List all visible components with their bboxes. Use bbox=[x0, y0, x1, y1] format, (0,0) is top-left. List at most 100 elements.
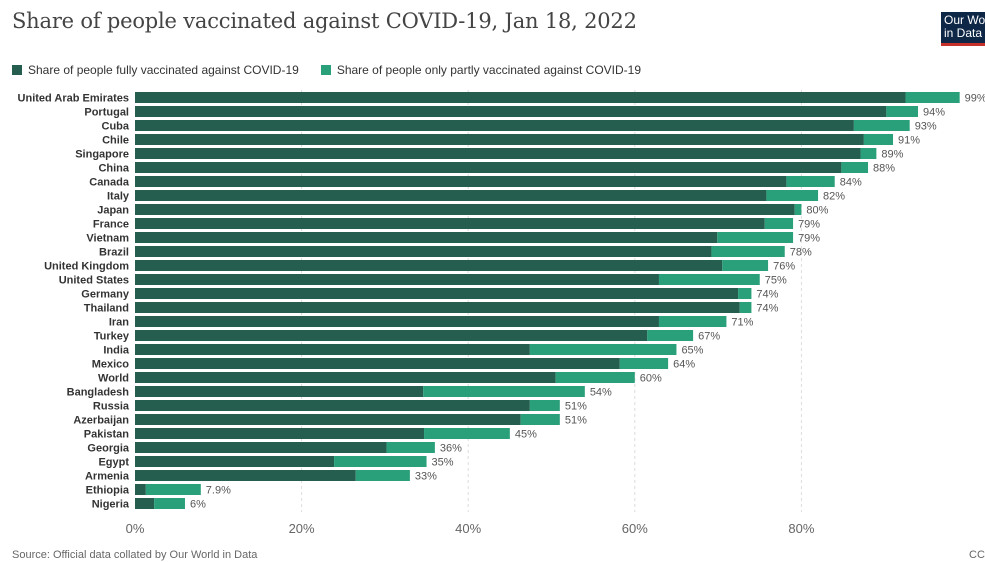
bar-partly-vaccinated bbox=[619, 358, 669, 369]
bar-fully-vaccinated bbox=[135, 218, 765, 229]
bar-partly-vaccinated bbox=[711, 246, 785, 257]
bar-fully-vaccinated bbox=[135, 470, 356, 481]
bar-partly-vaccinated bbox=[841, 162, 869, 173]
source-note[interactable]: Source: Official data collated by Our Wo… bbox=[12, 549, 258, 561]
value-label: 35% bbox=[432, 457, 454, 469]
bar-partly-vaccinated bbox=[334, 456, 427, 467]
legend-label-partly: Share of people only partly vaccinated a… bbox=[336, 63, 641, 77]
bar-partly-vaccinated bbox=[905, 92, 960, 103]
bar-fully-vaccinated bbox=[135, 232, 718, 243]
category-label: Italy bbox=[107, 191, 130, 203]
bar-fully-vaccinated bbox=[135, 162, 842, 173]
value-label: 7.9% bbox=[206, 485, 231, 497]
value-label: 60% bbox=[640, 373, 662, 385]
value-label: 54% bbox=[590, 387, 612, 399]
bar-fully-vaccinated bbox=[135, 442, 387, 453]
legend-label-fully: Share of people fully vaccinated against… bbox=[28, 63, 299, 77]
bar-partly-vaccinated bbox=[658, 274, 760, 285]
bar-fully-vaccinated bbox=[135, 246, 712, 257]
bar-partly-vaccinated bbox=[386, 442, 435, 453]
category-label: United States bbox=[59, 275, 129, 287]
category-label: United Arab Emirates bbox=[18, 93, 129, 105]
bar-partly-vaccinated bbox=[766, 190, 819, 201]
bar-partly-vaccinated bbox=[658, 316, 727, 327]
bar-partly-vaccinated bbox=[145, 484, 201, 495]
value-label: 79% bbox=[798, 233, 820, 245]
bar-partly-vaccinated bbox=[764, 218, 794, 229]
bar-partly-vaccinated bbox=[717, 232, 794, 243]
legend-swatch-partly bbox=[320, 65, 331, 75]
bar-partly-vaccinated bbox=[853, 120, 910, 131]
value-label: 82% bbox=[823, 191, 845, 203]
category-label: Vietnam bbox=[86, 233, 129, 245]
bar-partly-vaccinated bbox=[529, 400, 560, 411]
bar-fully-vaccinated bbox=[135, 288, 739, 299]
bar-fully-vaccinated bbox=[135, 260, 723, 271]
x-tick-label: 40% bbox=[455, 521, 481, 536]
bar-fully-vaccinated bbox=[135, 302, 740, 313]
category-label: Portugal bbox=[84, 107, 129, 119]
legend-item-fully[interactable]: Share of people fully vaccinated against… bbox=[12, 63, 299, 77]
chart-title: Share of people vaccinated against COVID… bbox=[12, 9, 637, 33]
value-label: 99% bbox=[965, 93, 985, 105]
bar-fully-vaccinated bbox=[135, 274, 659, 285]
category-label: China bbox=[98, 163, 129, 175]
x-tick-label: 20% bbox=[289, 521, 315, 536]
category-label: Russia bbox=[93, 401, 130, 413]
value-label: 74% bbox=[756, 303, 778, 315]
value-label: 84% bbox=[840, 177, 862, 189]
value-label: 51% bbox=[565, 401, 587, 413]
category-label: United Kingdom bbox=[44, 261, 129, 273]
value-label: 91% bbox=[898, 135, 920, 147]
category-label: Iran bbox=[109, 317, 129, 329]
owid-logo[interactable]: Our World in Data bbox=[941, 12, 985, 46]
value-label: 94% bbox=[923, 107, 945, 119]
x-tick-label: 60% bbox=[622, 521, 648, 536]
category-label: Chile bbox=[102, 135, 129, 147]
bar-fully-vaccinated bbox=[135, 330, 648, 341]
bar-fully-vaccinated bbox=[135, 484, 146, 495]
category-label: Germany bbox=[81, 289, 130, 301]
bar-partly-vaccinated bbox=[647, 330, 694, 341]
bar-fully-vaccinated bbox=[135, 176, 787, 187]
value-label: 93% bbox=[915, 121, 937, 133]
bar-partly-vaccinated bbox=[739, 302, 752, 313]
legend-item-partly[interactable]: Share of people only partly vaccinated a… bbox=[320, 63, 641, 77]
value-label: 6% bbox=[190, 499, 206, 511]
category-label: Thailand bbox=[84, 303, 129, 315]
bar-fully-vaccinated bbox=[135, 414, 521, 425]
bar-fully-vaccinated bbox=[135, 428, 425, 439]
bar-partly-vaccinated bbox=[860, 148, 877, 159]
value-label: 51% bbox=[565, 415, 587, 427]
category-label: Mexico bbox=[92, 359, 130, 371]
bar-fully-vaccinated bbox=[135, 106, 887, 117]
bar-partly-vaccinated bbox=[154, 498, 185, 509]
bar-fully-vaccinated bbox=[135, 498, 155, 509]
license-note[interactable]: CC BY bbox=[969, 549, 985, 561]
bar-partly-vaccinated bbox=[423, 386, 585, 397]
value-label: 74% bbox=[756, 289, 778, 301]
category-label: Cuba bbox=[102, 121, 130, 133]
category-label: World bbox=[98, 373, 129, 385]
category-label: France bbox=[93, 219, 129, 231]
category-label: Georgia bbox=[87, 443, 129, 455]
category-label: Bangladesh bbox=[67, 387, 130, 399]
bar-partly-vaccinated bbox=[529, 344, 677, 355]
bar-fully-vaccinated bbox=[135, 92, 906, 103]
bar-partly-vaccinated bbox=[738, 288, 752, 299]
bar-fully-vaccinated bbox=[135, 456, 335, 467]
x-tick-label: 0% bbox=[126, 521, 145, 536]
legend-swatch-fully bbox=[12, 65, 22, 75]
bar-fully-vaccinated bbox=[135, 148, 861, 159]
value-label: 65% bbox=[681, 345, 703, 357]
bar-fully-vaccinated bbox=[135, 386, 424, 397]
bar-partly-vaccinated bbox=[355, 470, 410, 481]
bar-fully-vaccinated bbox=[135, 134, 864, 145]
bar-partly-vaccinated bbox=[520, 414, 560, 425]
bar-partly-vaccinated bbox=[863, 134, 894, 145]
x-tick-label: 80% bbox=[788, 521, 814, 536]
category-label: Ethiopia bbox=[86, 485, 130, 497]
value-label: 67% bbox=[698, 331, 720, 343]
bar-partly-vaccinated bbox=[794, 204, 802, 215]
